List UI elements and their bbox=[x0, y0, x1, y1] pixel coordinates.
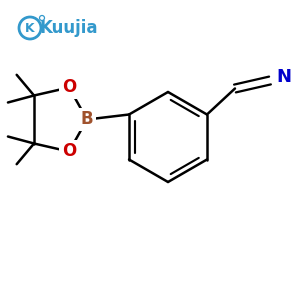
Text: K: K bbox=[25, 22, 35, 34]
Text: O: O bbox=[62, 142, 76, 160]
Text: B: B bbox=[81, 110, 93, 128]
Text: N: N bbox=[277, 68, 292, 86]
Text: O: O bbox=[62, 79, 76, 97]
Text: Kuujia: Kuujia bbox=[40, 19, 98, 37]
